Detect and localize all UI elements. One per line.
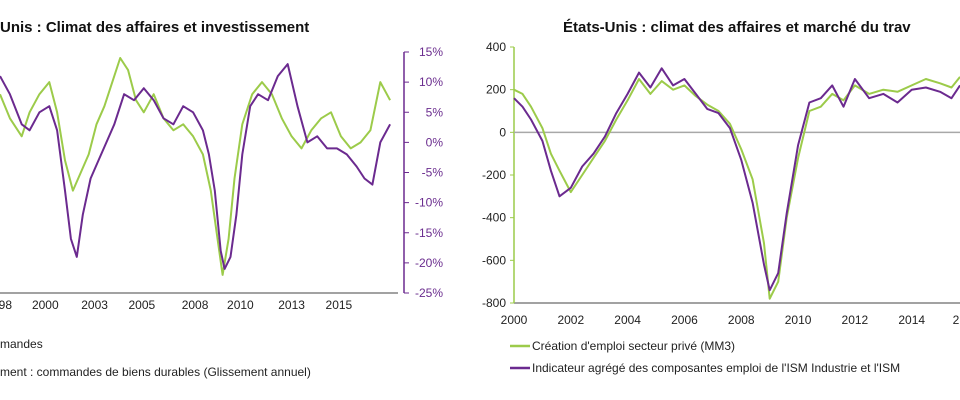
chart-right: États-Unis : climat des affaires et marc…	[482, 19, 960, 375]
chart-left-x-tick-label: 2015	[326, 298, 353, 312]
chart-left-x-tick-label: 2008	[182, 298, 209, 312]
chart-left-x-tick-label: 2010	[227, 298, 254, 312]
chart-right-series	[513, 67, 960, 300]
chart-right-y-tick-label: 200	[486, 83, 506, 97]
chart-right-x-ticks: 2000 2002 2004 2006 2008 2010 2012 2014 2	[501, 302, 960, 327]
chart-right-legend: Création d'emploi secteur privé (MM3) Ind…	[510, 339, 900, 375]
chart-left-x-tick-label: 998	[0, 298, 12, 312]
chart-left-x-tick-label: 2003	[81, 298, 108, 312]
chart-right-y-tick-label: -200	[482, 168, 506, 182]
chart-right-series-green-line	[513, 76, 960, 300]
chart-right-y-tick-label: -400	[482, 211, 506, 225]
chart-right-y-tick-label: -600	[482, 253, 506, 267]
chart-right-x-tick-label: 2010	[785, 313, 812, 327]
chart-left-x-tick-label: 2013	[278, 298, 305, 312]
chart-left-y-tick-label: 5%	[426, 105, 444, 119]
chart-left-x-tick-label: 2000	[32, 298, 59, 312]
chart-left-y-tick-label: 10%	[419, 75, 443, 89]
chart-left-y-tick-label: -5%	[422, 166, 444, 180]
chart-right-y-tick-label: 400	[486, 40, 506, 54]
chart-right-x-tick-label: 2004	[614, 313, 641, 327]
chart-right-x-tick-label: 2014	[898, 313, 925, 327]
chart-right-title: États-Unis : climat des affaires et marc…	[563, 19, 911, 36]
chart-left-legend-green-label: mandes	[0, 337, 43, 351]
chart-left-title: Unis : Climat des affaires et investisse…	[0, 19, 309, 36]
chart-left: Unis : Climat des affaires et investisse…	[0, 19, 443, 379]
chart-left-series-green-line	[0, 57, 391, 276]
chart-left-y-tick-label: -20%	[415, 256, 443, 270]
chart-left-y-tick-label: -25%	[415, 286, 443, 300]
chart-right-y-ticks: 400 200 0 -200 -400 -600 -800	[482, 40, 960, 310]
chart-left-x-tick-label: 2005	[129, 298, 156, 312]
chart-left-series	[0, 57, 391, 276]
chart-right-x-tick-label: 2012	[842, 313, 869, 327]
chart-left-x-ticks: 998 2000 2003 2005 2008 2010 2013 2015	[0, 292, 398, 312]
chart-right-legend-green-label: Création d'emploi secteur privé (MM3)	[532, 339, 735, 353]
chart-right-y-tick-label: -800	[482, 296, 506, 310]
chart-right-x-tick-label: 2002	[557, 313, 584, 327]
chart-right-x-tick-label: 2008	[728, 313, 755, 327]
chart-right-x-tick-label: 2006	[671, 313, 698, 327]
chart-left-y-ticks: 15% 10% 5% 0% -5% -10% -15% -20% -25%	[403, 45, 444, 300]
chart-left-y-tick-label: -15%	[415, 226, 443, 240]
chart-right-y-tick-label: 0	[499, 125, 506, 139]
chart-left-series-purple-line	[0, 63, 391, 270]
chart-left-y-tick-label: 0%	[426, 135, 444, 149]
chart-right-x-tick-label: 2	[953, 313, 960, 327]
chart-right-series-purple-line	[513, 67, 960, 292]
chart-left-legend-purple-label: ment : commandes de biens durables (Glis…	[0, 365, 311, 379]
chart-left-y-tick-label: 15%	[419, 45, 443, 59]
chart-left-legend: mandes ment : commandes de biens durables…	[0, 337, 311, 379]
chart-right-x-tick-label: 2000	[501, 313, 528, 327]
chart-left-y-tick-label: -10%	[415, 196, 443, 210]
chart-right-legend-purple-label: Indicateur agrégé des composantes emploi…	[532, 361, 900, 375]
